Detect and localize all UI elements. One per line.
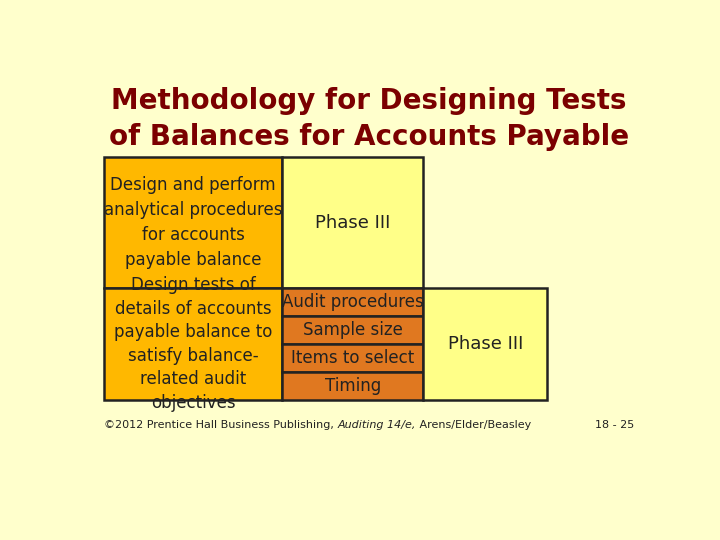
Text: Methodology for Designing Tests
of Balances for Accounts Payable: Methodology for Designing Tests of Balan… xyxy=(109,87,629,151)
Text: Arens/Elder/Beasley: Arens/Elder/Beasley xyxy=(415,420,531,430)
Bar xyxy=(423,288,547,400)
Bar xyxy=(104,157,282,288)
Text: 18 - 25: 18 - 25 xyxy=(595,420,634,430)
Bar xyxy=(104,288,282,400)
Bar xyxy=(282,288,423,316)
Bar xyxy=(282,372,423,400)
Text: Items to select: Items to select xyxy=(291,349,414,367)
Text: ©2012 Prentice Hall Business Publishing,: ©2012 Prentice Hall Business Publishing, xyxy=(104,420,338,430)
Text: Auditing 14/e,: Auditing 14/e, xyxy=(338,420,415,430)
Bar xyxy=(282,344,423,372)
Text: Phase III: Phase III xyxy=(448,335,523,353)
Text: Sample size: Sample size xyxy=(303,321,402,339)
Text: Phase III: Phase III xyxy=(315,214,390,232)
Text: Design tests of
details of accounts
payable balance to
satisfy balance-
related : Design tests of details of accounts paya… xyxy=(114,276,272,412)
Text: Audit procedures: Audit procedures xyxy=(282,293,423,311)
Text: Design and perform
analytical procedures
for accounts
payable balance: Design and perform analytical procedures… xyxy=(104,176,282,269)
Bar xyxy=(282,157,423,288)
Text: Timing: Timing xyxy=(325,377,381,395)
Bar xyxy=(282,316,423,344)
